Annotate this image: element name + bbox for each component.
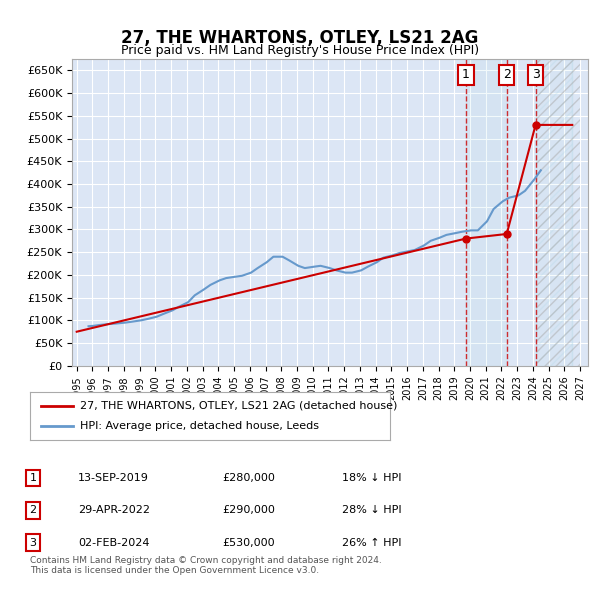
Text: 2: 2	[29, 506, 37, 515]
Bar	[536, 59, 580, 366]
Text: 28% ↓ HPI: 28% ↓ HPI	[342, 506, 401, 515]
Text: £530,000: £530,000	[222, 538, 275, 548]
Text: 27, THE WHARTONS, OTLEY, LS21 2AG (detached house): 27, THE WHARTONS, OTLEY, LS21 2AG (detac…	[80, 401, 398, 411]
Text: 18% ↓ HPI: 18% ↓ HPI	[342, 473, 401, 483]
Text: £280,000: £280,000	[222, 473, 275, 483]
Text: 02-FEB-2024: 02-FEB-2024	[78, 538, 149, 548]
Text: 3: 3	[532, 68, 539, 81]
Text: £290,000: £290,000	[222, 506, 275, 515]
Text: 2: 2	[503, 68, 511, 81]
Text: Price paid vs. HM Land Registry's House Price Index (HPI): Price paid vs. HM Land Registry's House …	[121, 44, 479, 57]
Bar	[536, 59, 580, 366]
Bar	[536, 59, 572, 366]
Text: 3: 3	[29, 538, 37, 548]
Text: 26% ↑ HPI: 26% ↑ HPI	[342, 538, 401, 548]
Text: Contains HM Land Registry data © Crown copyright and database right 2024.
This d: Contains HM Land Registry data © Crown c…	[30, 556, 382, 575]
Text: 27, THE WHARTONS, OTLEY, LS21 2AG: 27, THE WHARTONS, OTLEY, LS21 2AG	[121, 30, 479, 47]
Bar	[466, 59, 507, 366]
Text: 13-SEP-2019: 13-SEP-2019	[78, 473, 149, 483]
Text: 1: 1	[462, 68, 470, 81]
Text: HPI: Average price, detached house, Leeds: HPI: Average price, detached house, Leed…	[80, 421, 319, 431]
Text: 1: 1	[29, 473, 37, 483]
Text: 29-APR-2022: 29-APR-2022	[78, 506, 150, 515]
Bar	[536, 59, 572, 366]
